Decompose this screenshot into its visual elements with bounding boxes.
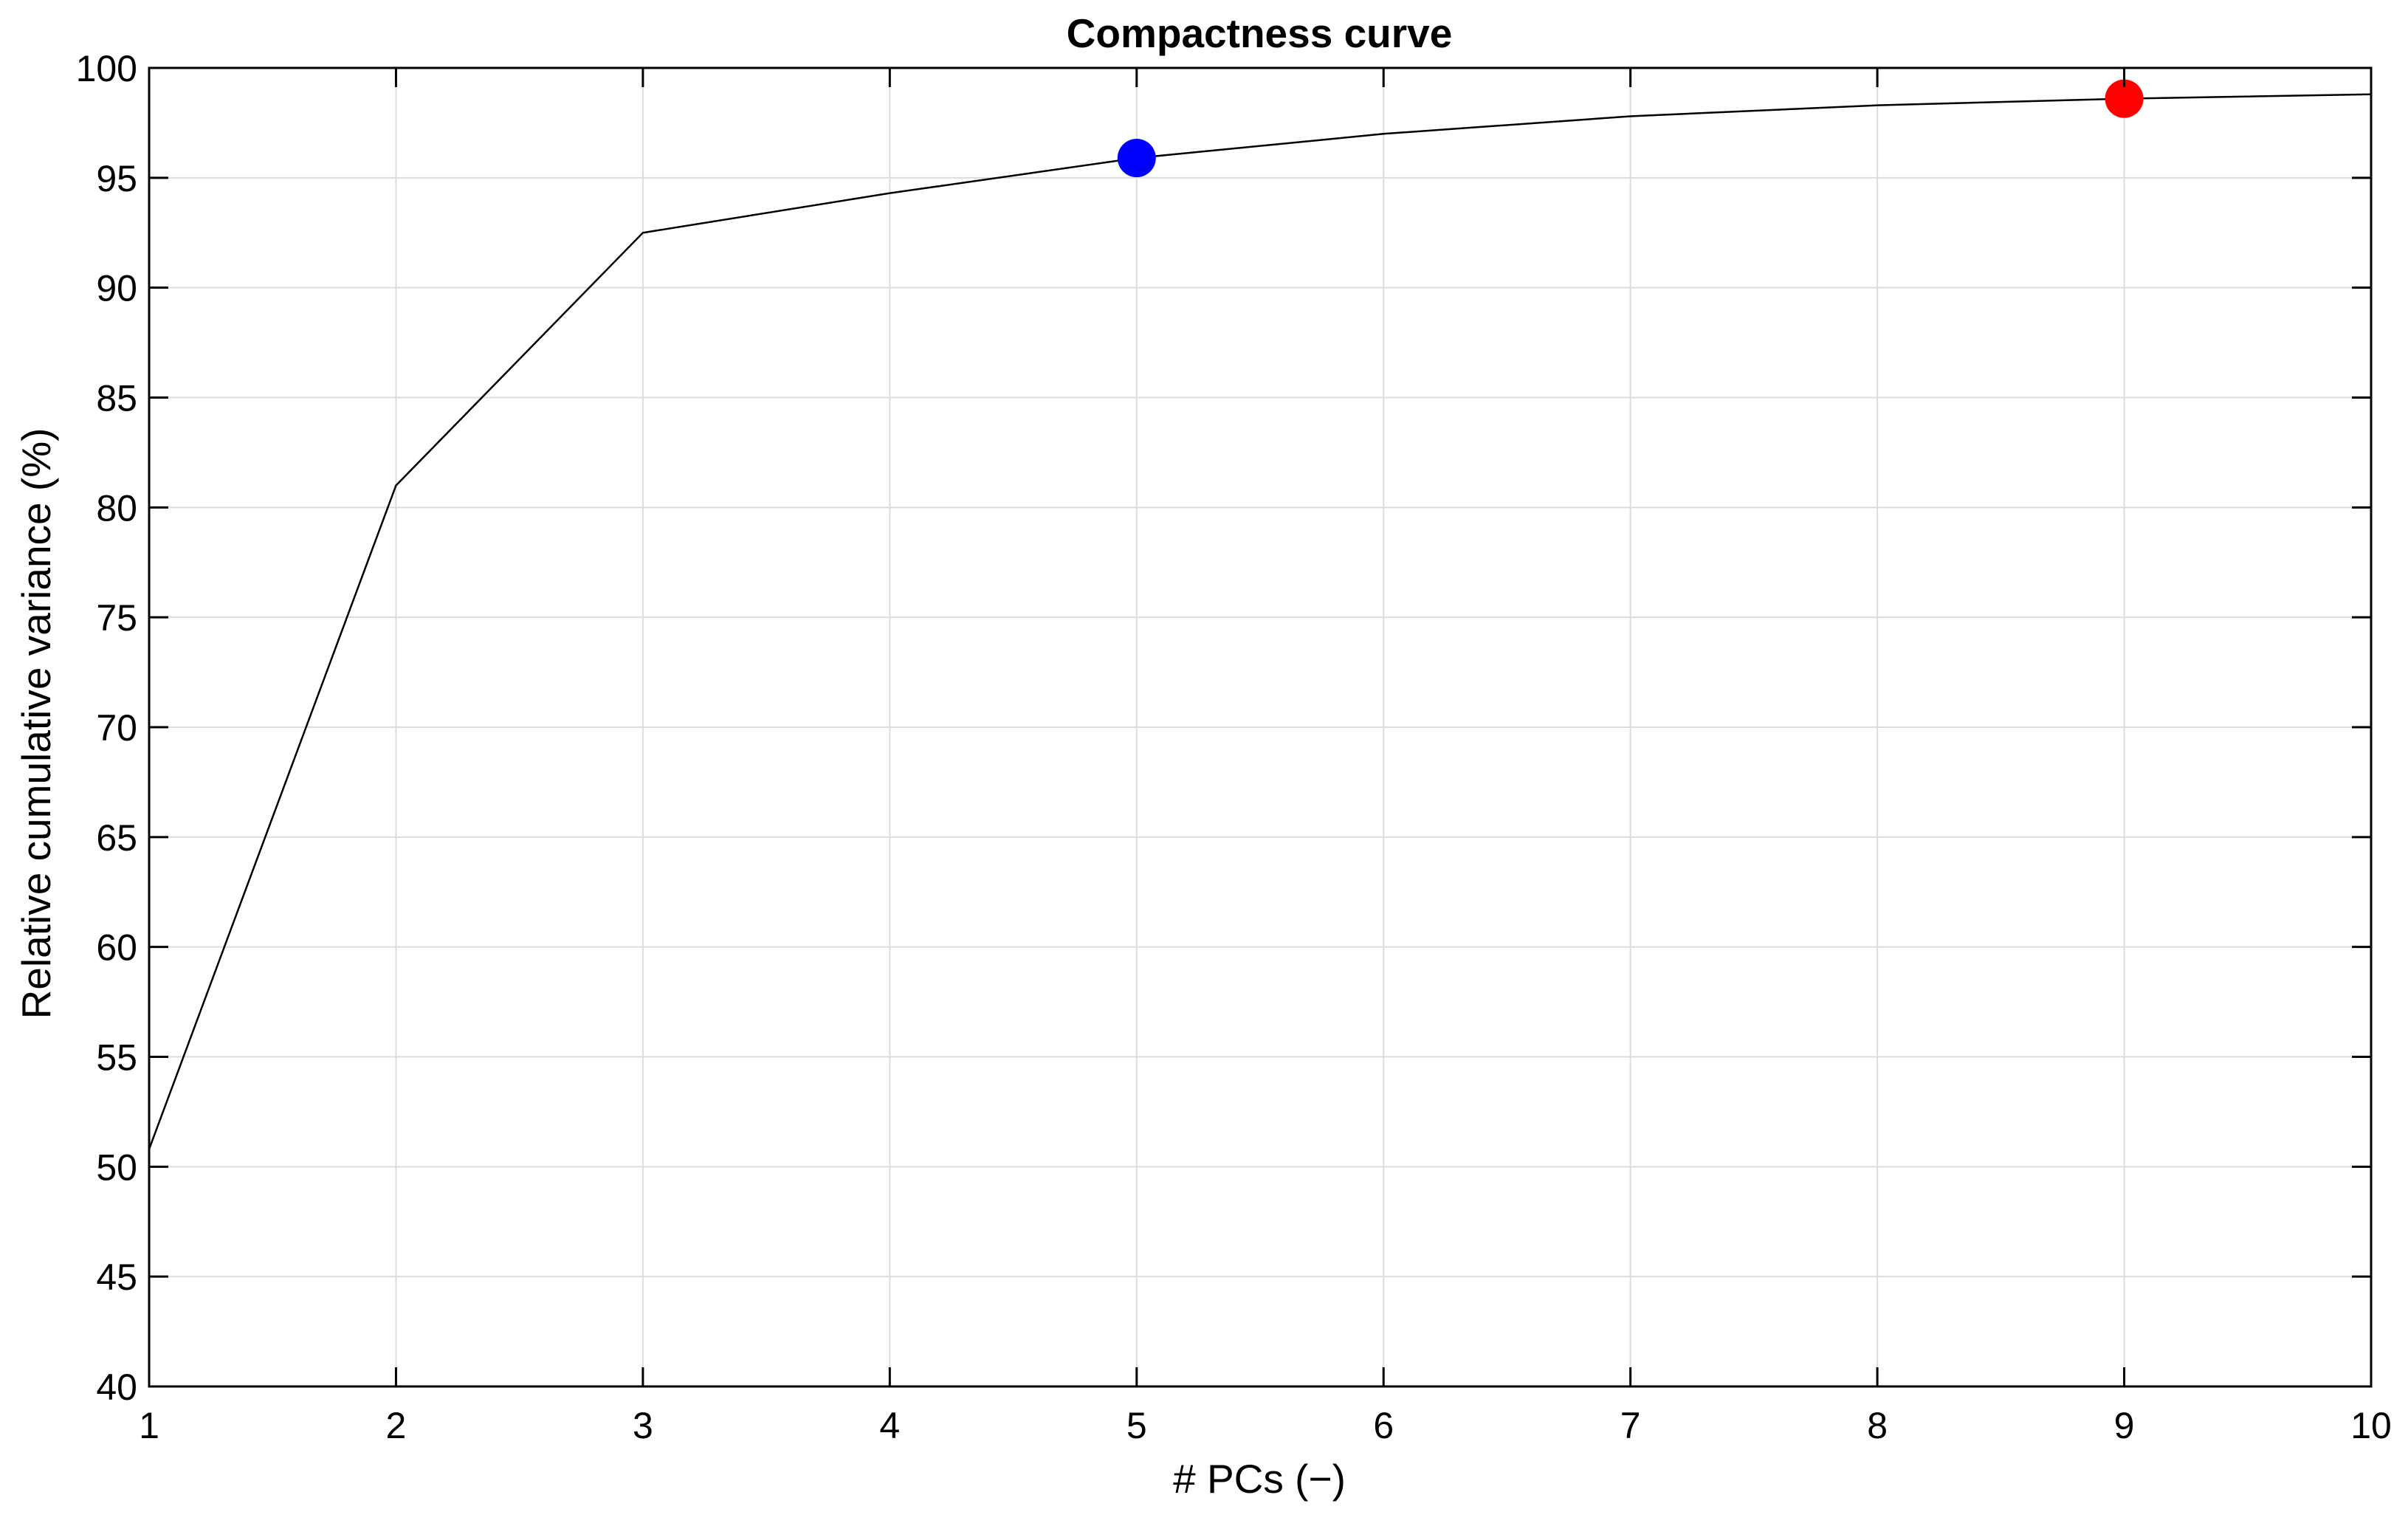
x-tick-label: 10 [2350,1405,2392,1446]
y-tick-label: 80 [96,487,137,529]
series-layer [148,93,2372,1149]
y-tick-label: 40 [96,1367,137,1408]
x-tick-label: 3 [633,1405,653,1446]
x-tick-label: 8 [1867,1405,1888,1446]
marker-layer [1117,79,2144,178]
y-tick-label: 90 [96,268,137,309]
y-tick-label: 100 [76,48,137,89]
x-axis-label: # PCs (−) [1173,1456,1346,1502]
x-tick-label: 6 [1373,1405,1394,1446]
y-axis-label: Relative cumulative variance (%) [13,428,59,1020]
x-tick-label: 2 [386,1405,407,1446]
x-tick-label: 7 [1620,1405,1641,1446]
y-tick-label: 50 [96,1147,137,1188]
y-tick-label: 45 [96,1257,137,1298]
series-line [148,93,2372,1149]
y-tick-label: 85 [96,378,137,419]
y-tick-label: 70 [96,707,137,749]
grid-layer [149,68,2371,1386]
x-tick-label: 4 [879,1405,900,1446]
chart-title: Compactness curve [1067,10,1453,56]
x-tick-label: 9 [2114,1405,2135,1446]
y-tick-label: 95 [96,158,137,199]
data-marker [2105,79,2144,118]
y-tick-label: 75 [96,597,137,639]
x-tick-label: 5 [1126,1405,1147,1446]
axes-layer [148,66,2373,1388]
y-tick-label: 60 [96,927,137,969]
data-marker [1117,139,1156,178]
y-tick-label: 55 [96,1037,137,1079]
y-tick-label: 65 [96,817,137,859]
x-tick-label: 1 [139,1405,159,1446]
